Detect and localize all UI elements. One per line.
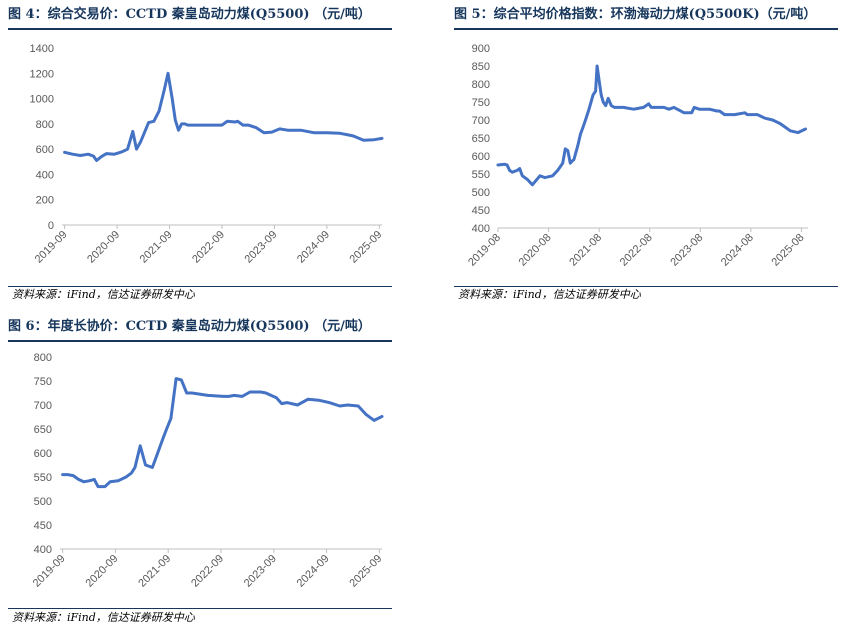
series-line [63,71,384,162]
x-tick-label: 2019-08 [466,232,503,269]
title-rule [454,28,838,30]
y-tick-label: 1400 [30,43,54,55]
y-tick-label: 600 [34,448,52,460]
source-note: 资料来源：iFind，信达证券研发中心 [12,288,195,301]
x-tick-label: 2023-08 [668,232,705,269]
y-tick-label: 450 [34,520,52,532]
x-tick-label: 2021-09 [138,229,175,266]
y-tick-label: 1000 [30,94,54,106]
chart-panel-1: 图 4：综合交易价：CCTD 秦皇岛动力煤(Q5500) （元/吨） 0 200 4… [8,6,392,306]
x-tick-label: 2024-09 [295,229,332,266]
y-tick-label: 700 [34,400,52,412]
x-tick-label: 2022-09 [189,553,226,590]
bottom-rule [8,608,392,609]
y-tick-label: 500 [472,187,490,199]
x-tick-label: 2021-09 [136,553,173,590]
y-tick-label: 400 [36,169,54,181]
y-tick-label: 750 [472,97,490,109]
y-tick-label: 550 [472,169,490,181]
x-tick-label: 2021-08 [567,232,604,269]
x-tick-label: 2019-09 [33,229,70,266]
bottom-rule [8,286,392,287]
y-tick-label: 650 [34,424,52,436]
x-tick-label: 2023-09 [243,229,280,266]
x-tick-label: 2022-08 [618,232,655,269]
y-tick-label: 1200 [30,68,54,80]
chart-plot: 0 200 400 600 800 1000 1200 1400 2019-09 2020-09 2… [30,43,385,266]
x-tick-label: 2020-08 [517,232,554,269]
x-tick-label: 2024-08 [719,232,756,269]
chart-panel-3: 图 6：年度长协价：CCTD 秦皇岛动力煤(Q5500) （元/吨） 400 45… [8,318,392,628]
bottom-rule [454,286,838,287]
y-tick-label: 650 [472,133,490,145]
chart-plot: 400 450 500 550 600 650 700 750 800 850 900 2019-08… [466,43,808,269]
x-tick-label: 2025-09 [347,553,384,590]
y-tick-label: 800 [36,119,54,131]
y-tick-label: 400 [34,544,52,556]
y-tick-label: 400 [472,223,490,235]
y-tick-label: 800 [34,352,52,364]
chart-title: 图 5：综合平均价格指数：环渤海动力煤(Q5500K)（元/吨） [454,7,817,22]
x-tick-label: 2025-08 [770,232,807,269]
title-rule [8,340,392,342]
title-rule [8,28,392,30]
source-note: 资料来源：iFind，信达证券研发中心 [458,288,641,301]
x-tick-label: 2023-09 [242,553,279,590]
y-tick-label: 550 [34,472,52,484]
y-tick-label: 750 [34,376,52,388]
chart-panel-2: 图 5：综合平均价格指数：环渤海动力煤(Q5500K)（元/吨） 400 450 5… [454,6,838,306]
chart-plot: 400 450 500 550 600 650 700 750 800 2019-09 2020-0… [31,352,385,590]
y-tick-label: 450 [472,205,490,217]
chart-title: 图 6：年度长协价：CCTD 秦皇岛动力煤(Q5500) （元/吨） [8,319,371,334]
series-line [496,64,807,187]
y-tick-label: 200 [36,195,54,207]
y-tick-label: 600 [36,144,54,156]
y-tick-label: 900 [472,43,490,55]
y-tick-label: 600 [472,151,490,163]
x-tick-label: 2024-09 [295,553,332,590]
y-tick-label: 500 [34,496,52,508]
y-tick-label: 800 [472,79,490,91]
series-line [61,377,384,489]
x-tick-label: 2020-09 [85,229,122,266]
y-tick-label: 850 [472,61,490,73]
source-note: 资料来源：iFind，信达证券研发中心 [12,611,195,624]
x-tick-label: 2019-09 [31,553,68,590]
x-tick-label: 2020-09 [84,553,121,590]
y-tick-label: 0 [48,220,54,232]
y-tick-label: 700 [472,115,490,127]
chart-title: 图 4：综合交易价：CCTD 秦皇岛动力煤(Q5500) （元/吨） [8,7,371,22]
x-tick-label: 2025-09 [347,229,384,266]
x-tick-label: 2022-09 [190,229,227,266]
